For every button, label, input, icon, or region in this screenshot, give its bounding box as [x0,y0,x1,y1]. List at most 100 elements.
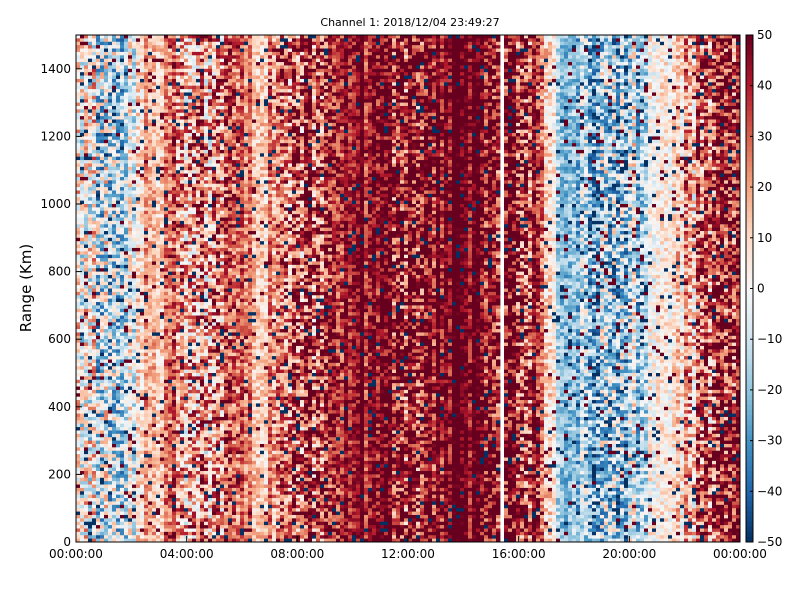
heatmap-cell [132,305,137,310]
heatmap-cell [200,281,205,286]
heatmap-cell [124,45,129,49]
heatmap-cell [116,197,121,202]
heatmap-cell [80,318,85,323]
heatmap-cell [168,68,173,73]
heatmap-cell [172,156,177,161]
heatmap-cell [180,373,185,377]
heatmap-cell [208,72,213,76]
heatmap-cell [160,214,165,218]
heatmap-cell [168,362,173,367]
heatmap-cell [144,281,149,286]
heatmap-cell [172,373,177,377]
heatmap-cell [124,464,129,469]
heatmap-cell [172,386,177,391]
heatmap-cell [196,72,201,76]
heatmap-cell [96,170,101,174]
heatmap-cell [136,268,141,272]
heatmap-cell [160,241,165,245]
heatmap-cell [132,122,137,127]
heatmap-cell [184,332,189,337]
heatmap-cell [116,126,121,131]
heatmap-cell [180,443,185,448]
heatmap-cell [128,258,133,262]
heatmap-cell [144,234,149,239]
heatmap-cell [144,227,149,232]
heatmap-cell [164,274,169,279]
heatmap-cell [200,525,205,529]
heatmap-cell [200,204,205,208]
heatmap-cell [104,261,109,266]
heatmap-cell [168,133,173,137]
heatmap-cell [160,170,165,174]
heatmap-cell [132,291,137,296]
heatmap-cell [168,58,173,63]
heatmap-cell [84,143,89,147]
heatmap-cell [188,143,193,147]
heatmap-cell [124,400,129,404]
heatmap-cell [180,166,185,171]
heatmap-cell [160,251,165,256]
heatmap-cell [176,183,181,188]
heatmap-cell [88,511,93,516]
heatmap-cell [124,109,129,114]
heatmap-cell [204,72,209,76]
heatmap-cell [100,481,105,485]
heatmap-cell [188,163,193,168]
heatmap-cell [88,285,93,289]
heatmap-cell [112,440,117,445]
chart-title: Channel 1: 2018/12/04 23:49:27 [320,16,499,29]
heatmap-cell [96,302,101,306]
heatmap-cell [96,105,101,110]
heatmap-cell [140,251,145,256]
heatmap-cell [140,447,145,452]
heatmap-cell [120,51,125,56]
heatmap-cell [140,149,145,154]
heatmap-cell [140,41,145,46]
heatmap-cell [128,95,133,100]
heatmap-cell [108,315,113,320]
heatmap-cell [172,75,177,80]
heatmap-cell [100,126,105,131]
heatmap-cell [204,413,209,418]
heatmap-cell [204,525,209,529]
heatmap-cell [100,183,105,188]
heatmap-cell [148,190,153,195]
heatmap-cell [80,454,85,458]
heatmap-cell [92,302,97,306]
heatmap-cell [148,285,153,289]
heatmap-cell [92,204,97,208]
heatmap-cell [176,369,181,374]
heatmap-cell [184,430,189,435]
heatmap-cell [124,386,129,391]
heatmap-cell [112,342,117,347]
heatmap-cell [164,349,169,354]
heatmap-cell [136,231,141,235]
heatmap-cell [192,474,197,479]
heatmap-cell [156,51,161,56]
heatmap-cell [204,237,209,242]
heatmap-cell [204,491,209,496]
heatmap-cell [88,105,93,110]
heatmap-cell [136,105,141,110]
heatmap-cell [116,416,121,421]
heatmap-cell [160,342,165,347]
heatmap-cell [76,538,81,543]
heatmap-cell [108,160,113,164]
heatmap-cell [200,359,205,364]
heatmap-cell [108,396,113,401]
heatmap-cell [116,139,121,144]
heatmap-cell [104,420,109,425]
heatmap-cell [148,143,153,147]
heatmap-cell [124,437,129,441]
heatmap-cell [120,508,125,512]
heatmap-cell [120,487,125,492]
heatmap-cell [112,487,117,492]
heatmap-cell [192,501,197,506]
heatmap-cell [168,298,173,303]
heatmap-cell [144,376,149,381]
heatmap-cell [108,413,113,418]
heatmap-cell [84,75,89,80]
heatmap-cell [168,325,173,330]
heatmap-cell [164,149,169,154]
heatmap-cell [96,383,101,387]
